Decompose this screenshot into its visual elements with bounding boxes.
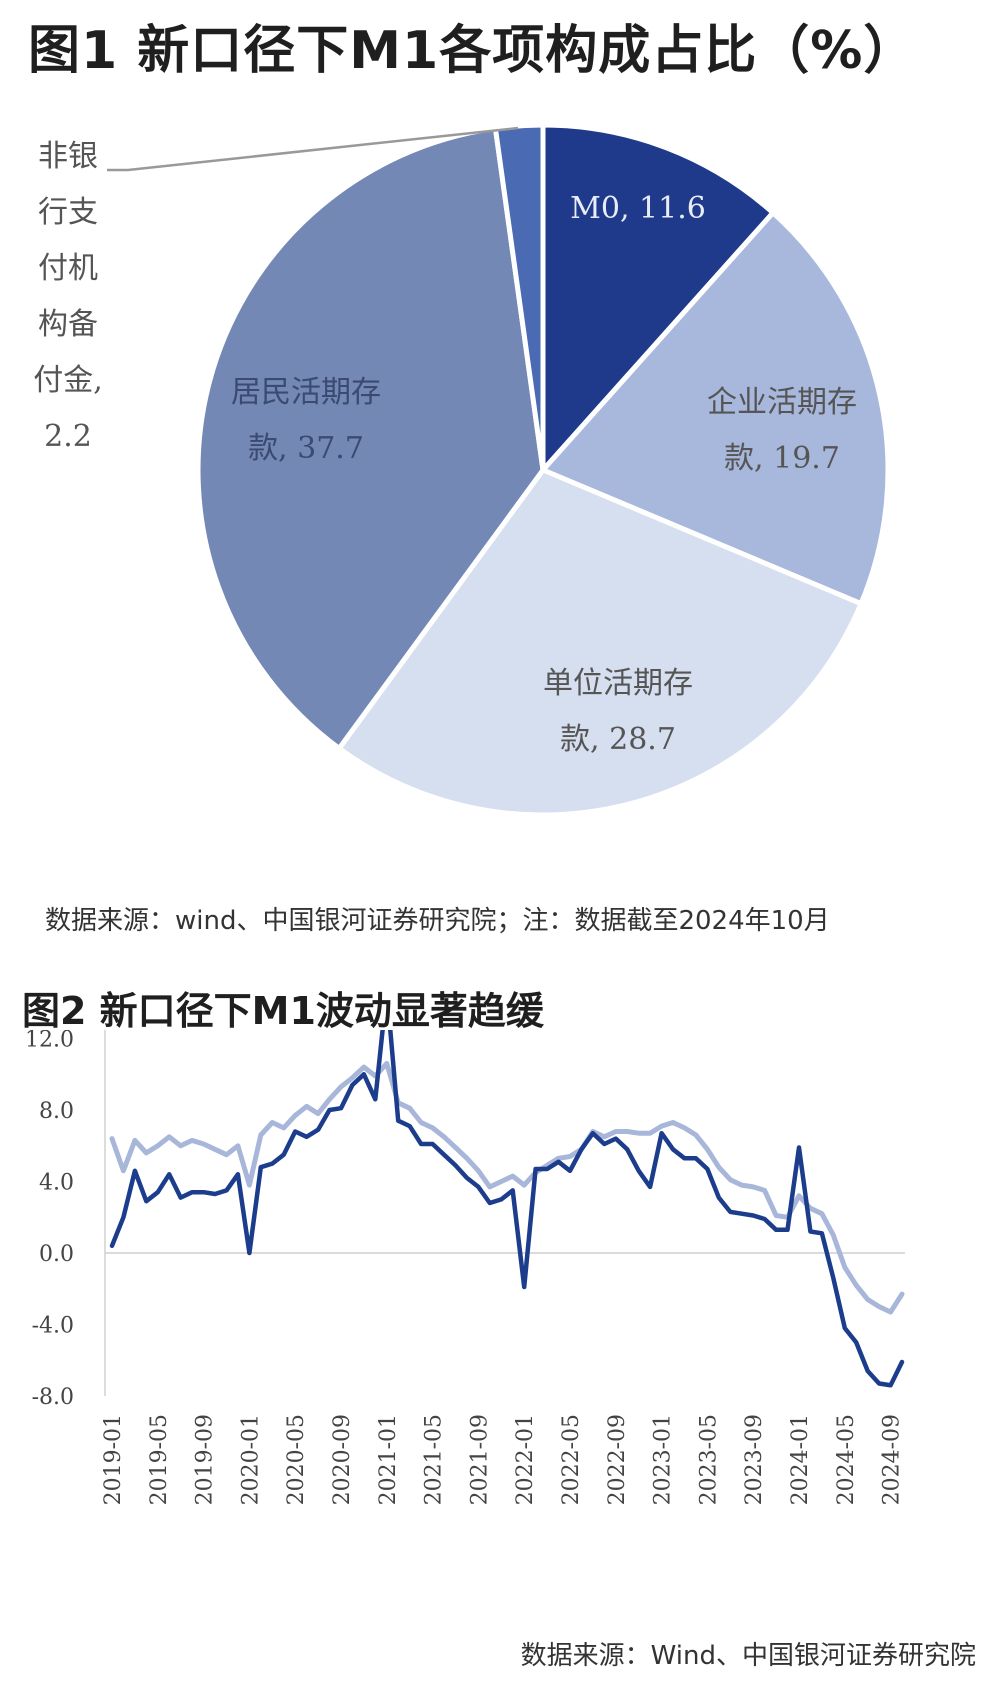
pie-slice-label: M0, 11.6: [570, 191, 706, 226]
x-tick-label: 2020-01: [238, 1414, 263, 1505]
pie-slice-label: 非银行支付机构备付金, 2.2: [33, 139, 103, 454]
figure2-title: 图2 新口径下M1波动显著趋缓: [22, 989, 544, 1033]
x-tick-label: 2022-01: [513, 1414, 538, 1505]
x-tick-label: 2022-05: [559, 1414, 584, 1505]
figure1-source: 数据来源：wind、中国银河证券研究院；注：数据截至2024年10月: [45, 906, 830, 936]
pie-slice: [492, 122, 546, 471]
x-tick-label: 2024-01: [788, 1414, 813, 1505]
line-chart: 16.012.08.04.00.0-4.0-8.0 2019-012019-05…: [25, 1030, 905, 1505]
y-tick-label: 8.0: [39, 1099, 74, 1124]
series-line-original: [109, 1030, 905, 1388]
figure1-title: 图1 新口径下M1各项构成占比（%）: [28, 21, 917, 81]
x-tick-label: 2021-01: [376, 1414, 401, 1505]
pie-slice-label: 单位活期存款, 28.7: [543, 666, 693, 757]
x-tick-label: 2019-09: [193, 1414, 218, 1505]
pie-slice-label: 企业活期存款, 19.7: [707, 385, 857, 476]
pie-slice: [195, 125, 546, 752]
y-tick-label: 12.0: [25, 1030, 74, 1053]
x-tick-label: 2020-09: [330, 1414, 355, 1505]
y-tick-label: -4.0: [32, 1314, 74, 1339]
figure2-source: 数据来源：Wind、中国银河证券研究院: [520, 1641, 976, 1671]
x-tick-label: 2019-01: [101, 1414, 126, 1505]
x-tick-label: 2024-09: [880, 1414, 905, 1505]
pie-leader-line: [107, 126, 519, 172]
x-tick-label: 2020-05: [284, 1414, 309, 1505]
series-line-new: [109, 1061, 905, 1315]
pie-slice-label: 居民活期存款, 37.7: [231, 375, 381, 466]
x-tick-label: 2023-09: [742, 1414, 767, 1505]
x-tick-label: 2021-05: [422, 1414, 447, 1505]
y-tick-label: -8.0: [32, 1385, 74, 1410]
y-tick-label: 0.0: [39, 1242, 74, 1267]
pie-chart: M0, 11.6 企业活期存款, 19.7 单位活期存款, 28.7 居民活期存款, …: [33, 122, 889, 818]
x-tick-label: 2023-05: [696, 1414, 721, 1505]
x-tick-label: 2021-09: [467, 1414, 492, 1505]
x-tick-label: 2024-05: [834, 1414, 859, 1505]
y-tick-label: 4.0: [39, 1171, 74, 1196]
pie-slice: [540, 122, 777, 477]
pie-slice: [335, 466, 865, 818]
x-tick-label: 2019-05: [147, 1414, 172, 1505]
x-tick-label: 2023-01: [651, 1414, 676, 1505]
x-tick-label: 2022-09: [605, 1414, 630, 1505]
